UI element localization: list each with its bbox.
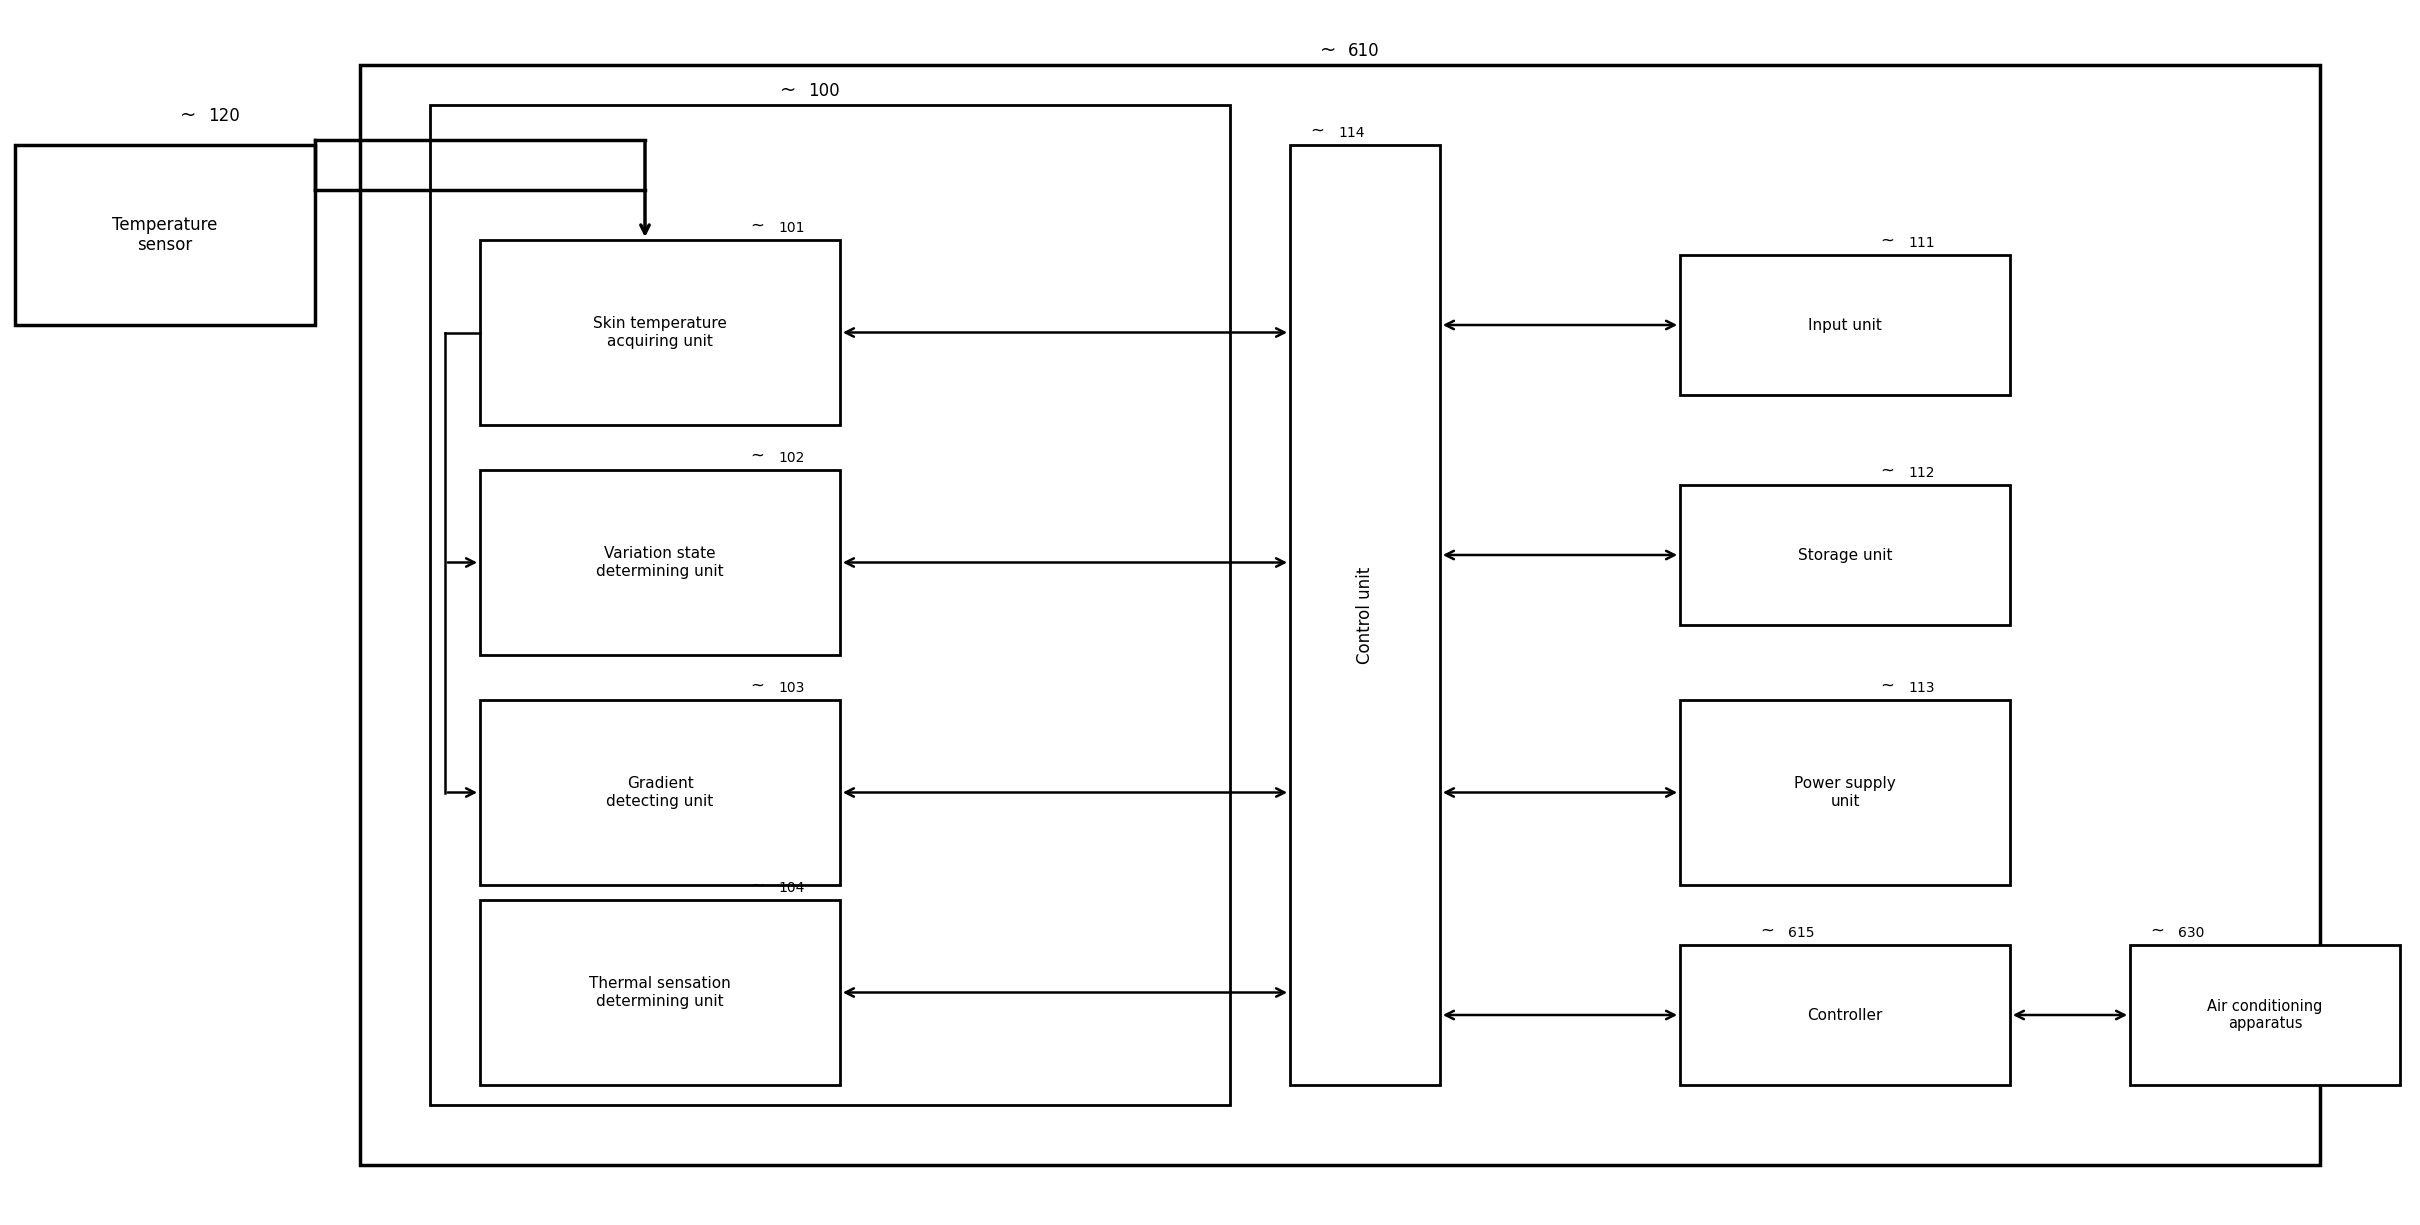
Text: 630: 630	[2178, 926, 2205, 940]
Text: 102: 102	[777, 451, 803, 466]
Text: Input unit: Input unit	[1808, 317, 1883, 332]
Text: 114: 114	[1338, 126, 1365, 140]
FancyBboxPatch shape	[1679, 255, 2011, 394]
FancyBboxPatch shape	[479, 900, 840, 1085]
FancyBboxPatch shape	[431, 105, 1229, 1105]
Text: Variation state
determining unit: Variation state determining unit	[595, 546, 724, 578]
Text: ~: ~	[750, 447, 765, 466]
Text: ~: ~	[1880, 232, 1895, 250]
Text: 120: 120	[208, 107, 240, 125]
Text: ~: ~	[779, 81, 796, 100]
FancyBboxPatch shape	[479, 240, 840, 425]
Text: Controller: Controller	[1808, 1007, 1883, 1023]
Text: ~: ~	[1759, 922, 1774, 940]
Text: Skin temperature
acquiring unit: Skin temperature acquiring unit	[593, 316, 726, 349]
FancyBboxPatch shape	[479, 470, 840, 655]
Text: ~: ~	[1319, 40, 1336, 60]
Text: ~: ~	[1309, 122, 1324, 140]
FancyBboxPatch shape	[15, 145, 315, 325]
Text: Gradient
detecting unit: Gradient detecting unit	[607, 777, 714, 808]
Text: ~: ~	[1880, 677, 1895, 695]
Text: 103: 103	[777, 681, 803, 695]
Text: 615: 615	[1788, 926, 1815, 940]
FancyBboxPatch shape	[1679, 485, 2011, 625]
Text: ~: ~	[750, 217, 765, 235]
Text: Thermal sensation
determining unit: Thermal sensation determining unit	[588, 976, 731, 1008]
Text: Air conditioning
apparatus: Air conditioning apparatus	[2207, 998, 2323, 1031]
Text: 104: 104	[777, 881, 803, 895]
Text: 100: 100	[808, 82, 840, 100]
Text: ~: ~	[1880, 462, 1895, 480]
Text: Control unit: Control unit	[1355, 566, 1375, 664]
Text: ~: ~	[179, 107, 196, 125]
Text: ~: ~	[750, 677, 765, 695]
Text: 101: 101	[777, 220, 803, 235]
FancyBboxPatch shape	[1679, 699, 2011, 884]
FancyBboxPatch shape	[1290, 145, 1440, 1085]
FancyBboxPatch shape	[479, 699, 840, 884]
Text: ~: ~	[2149, 922, 2163, 940]
Text: Power supply
unit: Power supply unit	[1793, 777, 1895, 808]
FancyBboxPatch shape	[361, 65, 2321, 1165]
Text: ~: ~	[750, 877, 765, 895]
Text: Storage unit: Storage unit	[1798, 548, 1892, 562]
Text: Temperature
sensor: Temperature sensor	[111, 216, 218, 255]
Text: 112: 112	[1907, 466, 1934, 480]
FancyBboxPatch shape	[2130, 944, 2401, 1085]
Text: 113: 113	[1907, 681, 1934, 695]
FancyBboxPatch shape	[1679, 944, 2011, 1085]
Text: 111: 111	[1907, 236, 1934, 250]
Text: 610: 610	[1348, 42, 1379, 60]
